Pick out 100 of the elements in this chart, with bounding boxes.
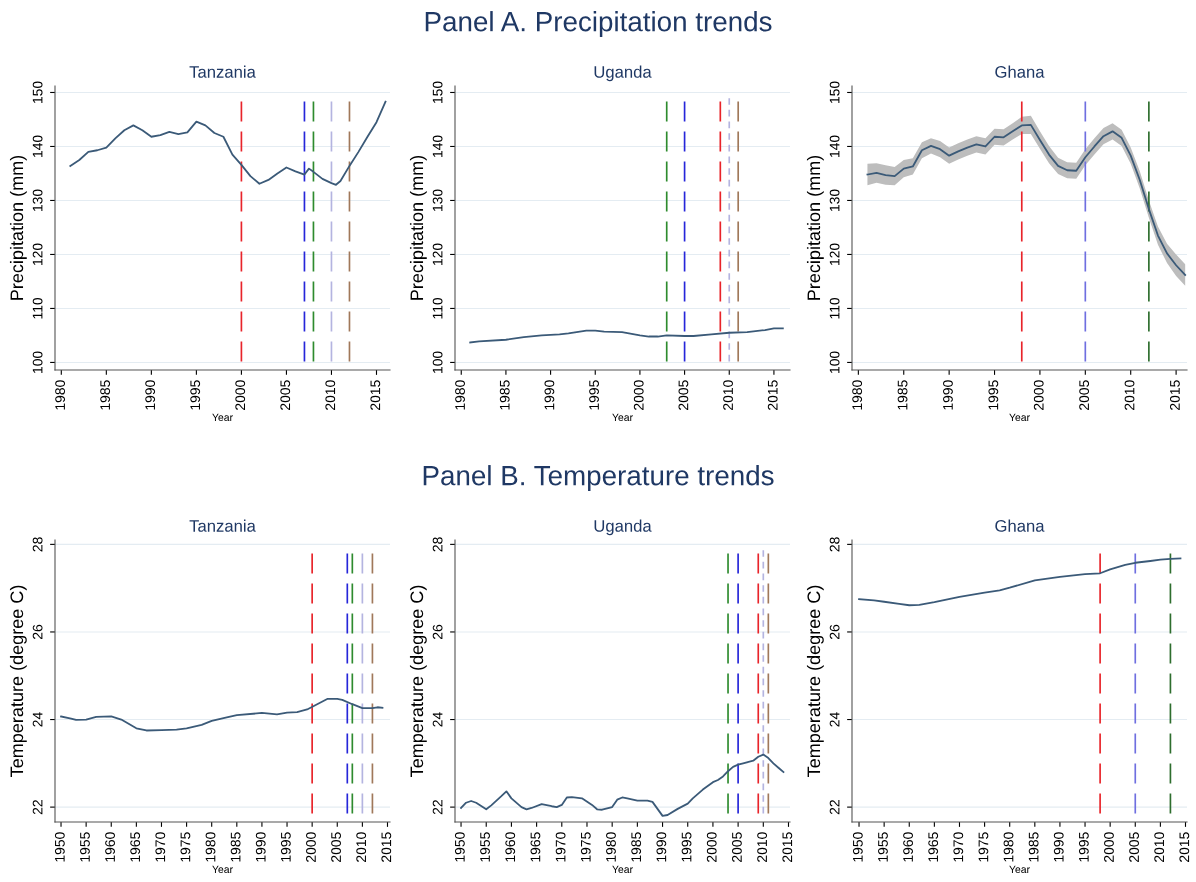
x-tick-label: 2005 <box>280 380 291 410</box>
x-tick-label: 2010 <box>723 380 733 410</box>
chart-title: Ghana <box>995 519 1045 532</box>
x-axis-title: Year <box>212 865 233 874</box>
x-tick-label: 1985 <box>499 380 510 410</box>
x-tick-label: 1980 <box>1003 832 1014 862</box>
y-tick-label: 24 <box>829 712 840 727</box>
y-tick-label: 130 <box>829 189 840 211</box>
chart-title: Tanzania <box>189 519 256 532</box>
x-axis-title: Year <box>1009 413 1030 422</box>
x-tick-label: 2015 <box>1179 832 1190 862</box>
x-tick-label: 1970 <box>953 832 964 862</box>
x-tick-label: 2000 <box>306 832 316 862</box>
y-axis-title: Temperature (degree C) <box>409 585 427 777</box>
x-tick-label: 1955 <box>480 832 490 862</box>
y-tick-label: 130 <box>432 189 443 211</box>
line-series <box>60 698 384 732</box>
x-tick-label: 2005 <box>678 380 689 410</box>
y-tick-label: 150 <box>432 81 443 104</box>
y-tick-label: 100 <box>829 351 840 373</box>
x-tick-label: 1995 <box>589 380 599 410</box>
text: Panel B. Temperature trends <box>423 465 774 491</box>
y-tick-label: 140 <box>829 135 840 157</box>
y-tick-label: 100 <box>432 351 443 373</box>
x-tick-label: 2015 <box>1170 380 1180 410</box>
x-tick-label: 1995 <box>988 380 999 410</box>
x-tick-label: 2010 <box>325 380 336 410</box>
x-tick-label: 2000 <box>235 380 246 410</box>
y-tick-label: 24 <box>432 712 443 727</box>
x-axis-title: Year <box>212 413 233 422</box>
x-tick-label: 1975 <box>580 832 591 862</box>
y-axis-title: Precipitation (mm) <box>9 155 27 300</box>
x-tick-label: 1980 <box>852 380 863 410</box>
x-tick-label: 1985 <box>631 832 642 862</box>
y-tick-label: 140 <box>32 135 43 157</box>
y-tick-label: 130 <box>32 189 43 211</box>
x-tick-label: 1975 <box>180 832 191 862</box>
text: Panel A. Precipitation trends <box>425 11 772 37</box>
x-tick-label: 1985 <box>897 380 908 410</box>
y-tick-label: 24 <box>32 712 43 727</box>
x-tick-label: 2000 <box>706 832 717 862</box>
x-axis-title: Year <box>1009 865 1030 874</box>
x-tick-label: 2010 <box>1154 832 1165 862</box>
x-tick-label: 1980 <box>205 832 216 862</box>
x-tick-label: 2005 <box>1129 832 1139 862</box>
x-tick-label: 1990 <box>145 380 156 410</box>
x-tick-label: 1970 <box>555 832 566 862</box>
y-tick-label: 22 <box>829 800 840 815</box>
x-tick-label: 2015 <box>782 832 793 862</box>
x-tick-label: 2005 <box>1079 380 1090 410</box>
line-series <box>69 100 387 186</box>
x-tick-label: 1995 <box>1078 832 1089 862</box>
y-tick-label: 110 <box>32 297 43 319</box>
x-tick-label: 1960 <box>505 832 516 862</box>
y-tick-label: 100 <box>32 351 43 373</box>
x-tick-label: 1960 <box>903 832 913 862</box>
x-tick-label: 1985 <box>230 832 241 862</box>
y-tick-label: 26 <box>32 624 43 639</box>
x-tick-label: 1995 <box>280 832 291 862</box>
y-tick-label: 22 <box>432 800 443 815</box>
x-tick-label: 1965 <box>530 832 541 862</box>
y-tick-label: 140 <box>432 135 443 157</box>
x-tick-label: 1980 <box>55 380 66 410</box>
y-tick-label: 28 <box>32 537 43 552</box>
x-tick-label: 2010 <box>757 832 768 862</box>
x-tick-label: 1965 <box>130 832 141 862</box>
y-tick-label: 26 <box>432 624 443 639</box>
x-tick-label: 2005 <box>732 832 742 862</box>
x-tick-label: 2010 <box>1124 380 1135 410</box>
x-tick-label: 2000 <box>1033 380 1044 410</box>
x-axis-title: Year <box>612 413 633 422</box>
chart-title: Uganda <box>594 65 652 82</box>
x-tick-label: 1975 <box>978 832 989 862</box>
y-tick-label: 110 <box>432 297 443 319</box>
x-tick-label: 1970 <box>155 832 166 862</box>
chart-title: Uganda <box>594 519 652 536</box>
x-tick-label: 1995 <box>681 832 692 862</box>
x-tick-label: 2015 <box>370 380 381 410</box>
y-axis-title: Temperature (degree C) <box>9 585 27 777</box>
y-tick-label: 120 <box>32 243 43 265</box>
y-tick-label: 22 <box>32 800 43 815</box>
x-tick-label: 1980 <box>606 832 616 862</box>
y-axis-title: Precipitation (mm) <box>409 155 427 300</box>
chart-title: Tanzania <box>189 65 256 78</box>
x-axis-title: Year <box>612 865 633 874</box>
line-series <box>460 753 785 817</box>
x-tick-label: 2000 <box>633 380 644 410</box>
x-tick-label: 2015 <box>381 832 392 862</box>
y-tick-label: 120 <box>829 243 840 265</box>
chart-title: Ghana <box>995 65 1045 78</box>
x-tick-label: 1950 <box>454 832 465 862</box>
line-series <box>858 557 1182 607</box>
y-tick-label: 120 <box>432 243 443 265</box>
line-series <box>469 327 784 344</box>
x-tick-label: 2015 <box>767 380 778 410</box>
y-tick-label: 28 <box>432 537 443 552</box>
y-tick-label: 110 <box>829 297 840 319</box>
x-tick-label: 1990 <box>656 832 667 862</box>
x-tick-label: 1990 <box>544 380 555 410</box>
x-tick-label: 1955 <box>878 832 888 862</box>
